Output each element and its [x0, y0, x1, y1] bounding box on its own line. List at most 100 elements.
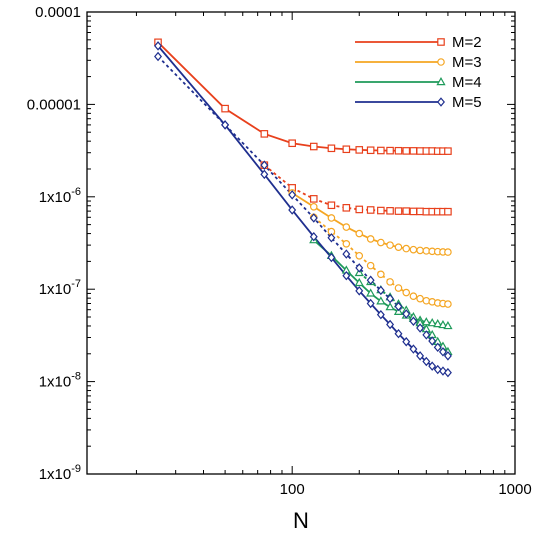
series-4-point — [376, 296, 386, 305]
series-7-point — [327, 233, 336, 243]
series-0-point — [327, 144, 336, 153]
y-tick-label-exponent: -8 — [71, 371, 81, 383]
series-2-point — [386, 241, 394, 249]
y-tick-label: 1x10-6 — [39, 186, 81, 206]
series-7-point — [386, 293, 395, 304]
series-3-point — [444, 300, 452, 308]
series-1-point — [444, 207, 452, 216]
series-7-point — [433, 342, 442, 353]
series-0-point — [394, 146, 403, 155]
y-tick-label-exponent: -6 — [71, 186, 81, 198]
series-1-point — [416, 207, 424, 216]
series-0-point — [260, 130, 269, 138]
series-6-point — [416, 351, 425, 361]
series-4-point — [366, 288, 376, 297]
series-0-point — [366, 146, 375, 155]
y-tick-label: 1x10-9 — [39, 463, 81, 483]
series-6-point — [402, 337, 411, 347]
series-3-point — [394, 284, 403, 292]
series-2-point — [309, 202, 318, 211]
legend-label: M=4 — [452, 74, 482, 91]
series-3-point — [402, 288, 411, 297]
y-tick-label-base: 1x10 — [39, 189, 72, 206]
series-7-point — [416, 323, 425, 333]
series-1-point — [394, 207, 403, 215]
series-6-point — [288, 205, 297, 215]
series-3-point — [342, 239, 351, 248]
series-6-point — [366, 298, 375, 309]
series-0-point — [288, 139, 296, 148]
series-1-point — [355, 205, 364, 214]
series-0-point — [377, 146, 385, 155]
series-6-point — [327, 252, 336, 263]
series-2-point — [394, 243, 403, 251]
series-1-point — [402, 207, 411, 215]
series-6-point — [386, 319, 395, 330]
plot-area — [86, 11, 516, 475]
series-2-point — [444, 248, 452, 256]
series-4-point — [354, 277, 364, 287]
series-7-point — [376, 285, 385, 296]
series-3-point — [377, 270, 385, 279]
series-3-point — [409, 292, 418, 300]
series-6-point — [355, 286, 364, 296]
series-1-point — [342, 204, 351, 212]
series-6-point — [428, 361, 437, 371]
legend-marker — [437, 97, 445, 107]
series-6-point — [394, 328, 403, 339]
series-6-point — [309, 231, 318, 242]
series-6-point — [409, 344, 418, 354]
y-tick-label-exponent: -9 — [71, 463, 81, 475]
series-6-point — [376, 309, 385, 320]
series-7-point — [342, 249, 351, 259]
series-7-point — [355, 263, 364, 273]
legend-label: M=5 — [452, 94, 482, 111]
y-tick-label: 1x10-7 — [39, 278, 81, 298]
series-0-point — [402, 147, 411, 155]
series-0-point — [342, 145, 351, 154]
y-tick-label: 1x10-8 — [39, 371, 81, 391]
y-tick-label-base: 0.0001 — [35, 4, 81, 21]
series-4-point — [427, 318, 437, 327]
legend-marker — [436, 76, 446, 86]
series-6-point — [422, 356, 431, 367]
series-6-point — [154, 41, 163, 51]
series-7-point — [309, 213, 318, 223]
y-tick-label-exponent: -7 — [71, 278, 81, 290]
series-3-point — [366, 261, 375, 270]
series-4-point — [443, 320, 453, 330]
legend: M=2 M=3 M=4 M=5 — [355, 34, 482, 111]
series-2-point — [342, 223, 351, 231]
series-7-point — [438, 347, 447, 357]
series-6-point — [342, 270, 351, 281]
series-4-point — [438, 319, 448, 329]
series-0-point — [221, 104, 229, 113]
series-line-3 — [313, 216, 449, 305]
series-0-point — [409, 147, 418, 155]
legend-marker — [437, 38, 445, 46]
y-tick-label-base: 0.00001 — [27, 96, 81, 113]
series-6-point — [443, 367, 452, 378]
series-3-point — [355, 251, 364, 260]
series-1-point — [377, 206, 385, 215]
series-6-point — [260, 169, 269, 180]
series-7-point — [260, 160, 269, 170]
series-3-point — [386, 278, 394, 286]
series-7-point — [366, 275, 375, 285]
series-2-point — [327, 214, 336, 222]
series-2-point — [355, 229, 364, 238]
series-0-point — [355, 146, 364, 154]
series-0-point — [416, 147, 424, 155]
series-7-point — [221, 120, 230, 130]
series-0-point — [444, 147, 452, 155]
series-7-point — [443, 351, 452, 361]
series-1-point — [366, 206, 375, 214]
y-tick-label: 0.00001 — [27, 96, 81, 113]
y-tick-label-base: 1x10 — [39, 281, 72, 298]
x-tick-label: 1000 — [498, 481, 531, 498]
series-7-point — [288, 190, 297, 200]
series-1-point — [386, 207, 394, 215]
